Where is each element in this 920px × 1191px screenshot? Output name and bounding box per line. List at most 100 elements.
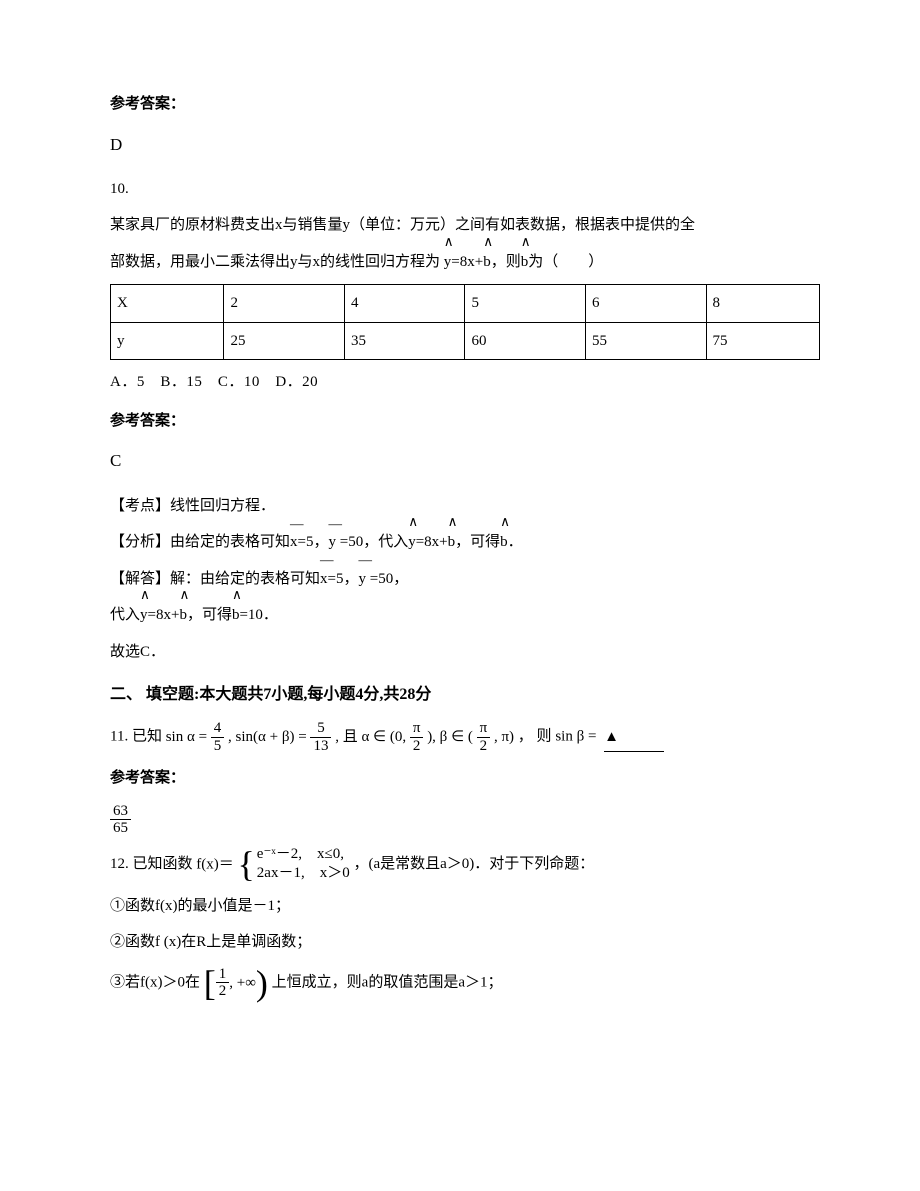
answer-value-1: D — [110, 129, 820, 161]
num: 4 — [211, 720, 225, 738]
s3b: 上恒成立，则a的取值范围是a＞1； — [272, 974, 503, 990]
answer-label-10: 参考答案： — [110, 407, 820, 436]
left-brace-icon: { — [238, 846, 255, 882]
q12-statement-3: ③若f(x)＞0在 [ 12 , +∞ ) 上恒成立，则a的取值范围是a＞1； — [110, 965, 820, 1001]
yhat3: y — [140, 601, 148, 630]
num: 1 — [216, 966, 230, 984]
left-bracket-icon: [ — [204, 965, 216, 1001]
q10-data-table: X 2 4 5 6 8 y 25 35 60 55 75 — [110, 284, 820, 360]
sol-a: 【解答】解：由给定的表格可知 — [110, 571, 320, 587]
sub-a: 代入 — [110, 607, 140, 623]
frac-63-65: 6365 — [110, 803, 131, 837]
ybar2: y — [358, 565, 366, 594]
cell: 8 — [706, 285, 820, 323]
q12-num: 12. 已知函数 — [110, 856, 193, 872]
ana-b: ，可得 — [455, 534, 500, 550]
q10-number: 10. — [110, 175, 820, 204]
num: π — [477, 720, 491, 738]
eq2: =8x+ — [416, 534, 448, 550]
eq8x: =8x+ — [451, 254, 483, 270]
q12-stem: 12. 已知函数 f(x)＝ { e⁻ˣ－2, x≤0, 2ax－1, x＞0 … — [110, 845, 820, 884]
cell: 4 — [344, 285, 465, 323]
fx-label: f(x)＝ — [196, 856, 234, 872]
sub-b: ，可得 — [187, 607, 232, 623]
bhat2: b — [521, 248, 529, 277]
triangle-icon: ▲ — [604, 729, 619, 745]
table-row: y 25 35 60 55 75 — [111, 322, 820, 360]
q12-statement-2: ②函数f (x)在R上是单调函数； — [110, 928, 820, 957]
answer-label-11: 参考答案： — [110, 764, 820, 793]
bhat5: b — [179, 601, 187, 630]
q12-tail: ，(a是常数且a＞0)．对于下列命题： — [353, 856, 594, 872]
q11-stem: 11. 已知 sin α = 45 , sin(α + β) = 513 , 且… — [110, 720, 820, 754]
bhat6: b — [232, 601, 240, 630]
eq3: =8x+ — [148, 607, 180, 623]
answer-value-11: 6365 — [110, 803, 820, 837]
xbar: x — [290, 528, 298, 557]
rp2: , π) — [494, 729, 514, 745]
frac-pi2b: π2 — [477, 720, 491, 754]
syv: =50， — [366, 571, 408, 587]
yhat2: y — [408, 528, 416, 557]
yhat: y — [444, 248, 452, 277]
ana-a: 【分析】由给定的表格可知 — [110, 534, 290, 550]
cases: e⁻ˣ－2, x≤0, 2ax－1, x＞0 — [257, 845, 350, 884]
xbar2: x — [320, 565, 328, 594]
q10-options: A．5 B．15 C．10 D．20 — [110, 368, 820, 397]
range-alpha: , 且 α ∈ (0, — [335, 729, 406, 745]
den: 2 — [410, 738, 424, 755]
cell: 5 — [465, 285, 586, 323]
answer-label-1: 参考答案： — [110, 90, 820, 119]
q11-num: 11. 已知 — [110, 729, 162, 745]
cell: 75 — [706, 322, 820, 360]
answer-value-10: C — [110, 445, 820, 477]
bhat3: b — [448, 528, 456, 557]
q10-stem-line2: 部数据，用最小二乘法得出y与x的线性回归方程为 y=8x+b，则b为（ ） — [110, 248, 820, 277]
bhat4: b — [500, 528, 508, 557]
q10-solution-1: 【解答】解：由给定的表格可知x=5，y =50， — [110, 565, 820, 594]
interval-half-inf: [ 12 , +∞ ) — [204, 965, 268, 1001]
cell: 55 — [585, 322, 706, 360]
inf-text: , +∞ — [229, 969, 256, 998]
q10-stem-2b: ，则 — [491, 254, 521, 270]
sin-beta: sin β = — [555, 729, 596, 745]
blank-underline: ▲ — [604, 723, 664, 753]
q11-then: ， 则 — [518, 729, 552, 745]
q10-topic: 【考点】线性回归方程． — [110, 492, 820, 521]
den: 2 — [216, 983, 230, 1000]
frac-pi2a: π2 — [410, 720, 424, 754]
yval: =50，代入 — [336, 534, 408, 550]
cell: 35 — [344, 322, 465, 360]
case-2: 2ax－1, x＞0 — [257, 864, 350, 884]
rp1: ), β ∈ ( — [427, 729, 473, 745]
ana-c: ． — [508, 534, 523, 550]
frac-5-13: 513 — [310, 720, 331, 754]
num: π — [410, 720, 424, 738]
piecewise-function: { e⁻ˣ－2, x≤0, 2ax－1, x＞0 — [238, 845, 350, 884]
section-2-heading: 二、 填空题:本大题共7小题,每小题4分,共28分 — [110, 680, 820, 710]
q10-end: 故选C． — [110, 638, 820, 667]
cell: 25 — [224, 322, 345, 360]
cell: 2 — [224, 285, 345, 323]
cell: y — [111, 322, 224, 360]
num: 63 — [110, 803, 131, 821]
q10-solution-2: 代入y=8x+b，可得b=10． — [110, 601, 820, 630]
sxv: =5， — [328, 571, 359, 587]
sin-alpha: sin α = — [166, 729, 207, 745]
den: 2 — [477, 738, 491, 755]
s3a: ③若f(x)＞0在 — [110, 974, 200, 990]
table-row: X 2 4 5 6 8 — [111, 285, 820, 323]
den: 65 — [110, 820, 131, 837]
den: 5 — [211, 738, 225, 755]
case-1: e⁻ˣ－2, x≤0, — [257, 845, 350, 865]
q10-stem-2c: 为（ ） — [528, 254, 603, 270]
q10-analysis: 【分析】由给定的表格可知x=5，y =50，代入y=8x+b，可得b． — [110, 528, 820, 557]
q10-stem-line1: 某家具厂的原材料费支出x与销售量y（单位：万元）之间有如表数据，根据表中提供的全 — [110, 211, 820, 240]
q10-stem-2a: 部数据，用最小二乘法得出y与x的线性回归方程为 — [110, 254, 440, 270]
sin-ab: , sin(α + β) = — [228, 729, 307, 745]
xval: =5， — [298, 534, 329, 550]
q12-statement-1: ①函数f(x)的最小值是－1； — [110, 892, 820, 921]
frac-4-5: 45 — [211, 720, 225, 754]
right-paren-icon: ) — [256, 965, 268, 1001]
cell: 60 — [465, 322, 586, 360]
